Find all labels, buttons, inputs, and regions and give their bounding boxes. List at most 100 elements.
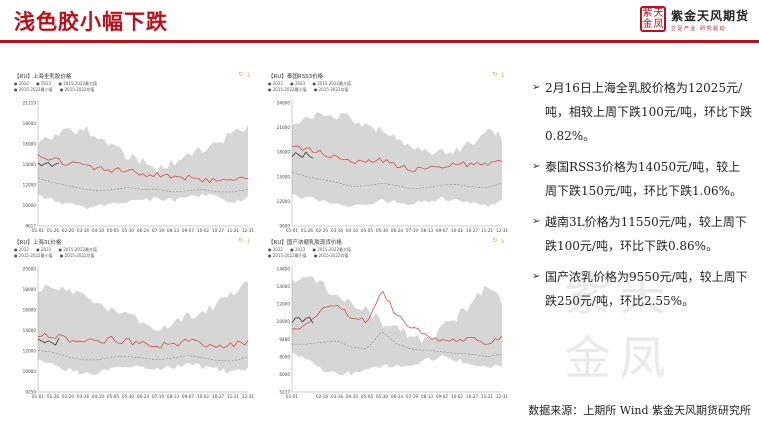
x-tick-label: 09-07: [182, 394, 195, 399]
legend-item[interactable]: ● 2023: [290, 81, 306, 86]
y-tick-label: 18000: [23, 287, 37, 292]
legend-item[interactable]: ● 2022: [14, 81, 29, 86]
legend-item[interactable]: ● 2023: [36, 81, 52, 86]
chart-legend: ● 2022 ● 2023 ● 2015-2022最大值: [14, 247, 253, 253]
legend-item[interactable]: ● 2015-2022最小值: [14, 253, 53, 258]
x-tick-label: 01-26: [47, 228, 60, 233]
x-tick-label: 06-24: [137, 228, 150, 233]
x-tick-label: 03-16: [331, 228, 344, 233]
chart-legend: ● 2022 ● 2023 ● 2015-2022最大值: [268, 81, 507, 87]
x-tick-label: 09-07: [182, 228, 195, 233]
x-tick-label: 08-13: [421, 394, 434, 399]
chart-legend: ● 2022 ● 2023 ● 2015-2022最大值: [14, 81, 253, 87]
legend-item[interactable]: ● 2022: [14, 247, 29, 252]
list-item: ➢ 2月16日上海全乳胶价格为12025元/吨，相较上周下跌100元/吨，环比下…: [532, 76, 752, 148]
legend-item[interactable]: ● 2015-2022最大值: [58, 81, 98, 86]
x-tick-label: 10-02: [197, 394, 210, 399]
legend-item[interactable]: ● 2015-2022均值: [313, 87, 349, 92]
x-tick-label: 10-27: [212, 228, 225, 233]
chart-tools-icon[interactable]: ↻ ⤓: [492, 237, 505, 244]
y-tick-label: 10000: [23, 203, 37, 208]
chart-legend: ● 2015-2022最小值 ● 2015-2022均值: [268, 87, 507, 93]
chart-panel-cn-concentrated: 【RU】国产浓缩乳胶现货价格 ↻ ⤓ ● 2022 ● 2023 ● 2015-…: [266, 237, 509, 408]
x-tick-label: 05-05: [361, 228, 374, 233]
series-2023: [291, 151, 314, 159]
chart-tools-icon[interactable]: ↻ ⤓: [492, 71, 505, 78]
chart-title: 【RU】泰国RSS3价格: [268, 74, 324, 80]
chart-tools-icon[interactable]: ↻ ⤓: [238, 237, 251, 244]
y-tick-label: 20000: [23, 267, 37, 272]
list-item: ➢ 越南3L价格为11550元/吨，较上周下跌100元/吨，环比下跌0.86%。: [532, 210, 752, 258]
chart-title: 【RU】上海3L价格: [14, 240, 62, 246]
legend-item[interactable]: ● 2022: [268, 81, 283, 86]
y-tick-label: 15000: [277, 174, 291, 179]
legend-item[interactable]: ● 2015-2022最小值: [268, 87, 307, 92]
title-underline: [0, 40, 759, 43]
x-tick-label: 10-27: [466, 394, 479, 399]
bullet-arrow-icon: ➢: [532, 216, 541, 227]
series-2022: [291, 145, 503, 172]
bullet-text: 国产浓乳价格为9550元/吨，较上周下跌250元/吨，环比2.55%。: [545, 270, 748, 308]
watermark-char: 天: [619, 267, 666, 321]
bullet-text: 2月16日上海全乳胶价格为12025元/吨，相较上周下跌100元/吨，环比下跌0…: [545, 81, 752, 143]
x-tick-label: 10-02: [451, 228, 464, 233]
x-tick-label: 10-02: [451, 394, 464, 399]
x-tick-label: 12-31: [496, 228, 509, 233]
x-tick-label: 02-20: [62, 228, 75, 233]
legend-item[interactable]: ● 2015-2022均值: [59, 253, 95, 258]
company-logo: 紫 天 金 凤 紫金天风期货 立足产业 研究驱动: [639, 6, 749, 32]
x-tick-label: 06-24: [137, 394, 150, 399]
x-tick-label: 04-10: [346, 394, 359, 399]
chart-tools-icon[interactable]: ↻ ⤓: [238, 71, 251, 78]
x-tick-label: 08-13: [421, 228, 434, 233]
seal-char: 金: [642, 19, 653, 30]
series-mean: [37, 350, 249, 362]
bullet-arrow-icon: ➢: [532, 271, 541, 282]
bullet-text: 泰国RSS3价格为14050元/吨，较上周下跌150元/吨，环比下跌1.06%。: [545, 160, 743, 198]
range-band: [38, 281, 248, 376]
y-tick-label: 8617: [25, 224, 36, 229]
chart-title: 【RU】上海全乳胶价格: [14, 74, 72, 80]
x-tick-label: 01-01: [286, 228, 299, 233]
x-tick-label: 05-05: [361, 394, 374, 399]
series-mean: [37, 177, 249, 193]
watermark-char: 凤: [619, 331, 666, 385]
x-tick-label: 04-10: [92, 228, 105, 233]
x-tick-label: 03-16: [77, 394, 90, 399]
legend-item[interactable]: ● 2023: [36, 247, 52, 252]
y-tick-label: 8000: [279, 354, 290, 359]
y-tick-label: 10000: [23, 369, 37, 374]
x-tick-label: 02-16: [316, 394, 329, 399]
data-source-note: 数据来源：上期所 Wind 紫金天风期货研究所: [528, 404, 751, 417]
y-tick-label: 16000: [23, 142, 37, 147]
logo-name: 紫金天风期货: [670, 8, 749, 23]
legend-item[interactable]: ● 2015-2022最小值: [268, 253, 307, 258]
legend-item[interactable]: ● 2015-2022最大值: [312, 81, 352, 86]
chart-plot: 14850 14000 12000 10000 9480 8000 6000 523701-0…: [277, 266, 508, 399]
price-summary-list: ➢ 2月16日上海全乳胶价格为12025元/吨，相较上周下跌100元/吨，环比下…: [532, 76, 752, 320]
legend-item[interactable]: ● 2023: [290, 247, 306, 252]
legend-item[interactable]: ● 2015-2022最小值: [14, 87, 53, 92]
legend-item[interactable]: ● 2015-2022最大值: [58, 247, 98, 252]
y-tick-label: 14000: [23, 162, 37, 167]
x-tick-label: 11-21: [227, 228, 240, 233]
y-tick-label: 21000: [277, 125, 291, 130]
legend-item[interactable]: ● 2015-2022均值: [59, 87, 95, 92]
y-tick-label: 10000: [277, 319, 291, 324]
x-tick-label: 09-07: [436, 394, 449, 399]
x-tick-label: 03-16: [77, 228, 90, 233]
legend-item[interactable]: ● 2022: [268, 247, 283, 252]
chart-legend: ● 2022 ● 2023 ● 2015-2022最大值: [268, 247, 507, 253]
seal-char: 凤: [653, 19, 664, 30]
legend-item[interactable]: ● 2015-2022均值: [313, 253, 349, 258]
x-tick-label: 09-07: [436, 228, 449, 233]
range-band: [38, 124, 248, 210]
series-2023: [291, 316, 314, 324]
y-tick-label: 5237: [279, 390, 290, 395]
x-tick-label: 11-21: [481, 228, 494, 233]
legend-item[interactable]: ● 2015-2022最大值: [312, 247, 352, 252]
page-title: 浅色胶小幅下跌: [14, 9, 168, 34]
watermark-char: 紫: [564, 267, 611, 321]
